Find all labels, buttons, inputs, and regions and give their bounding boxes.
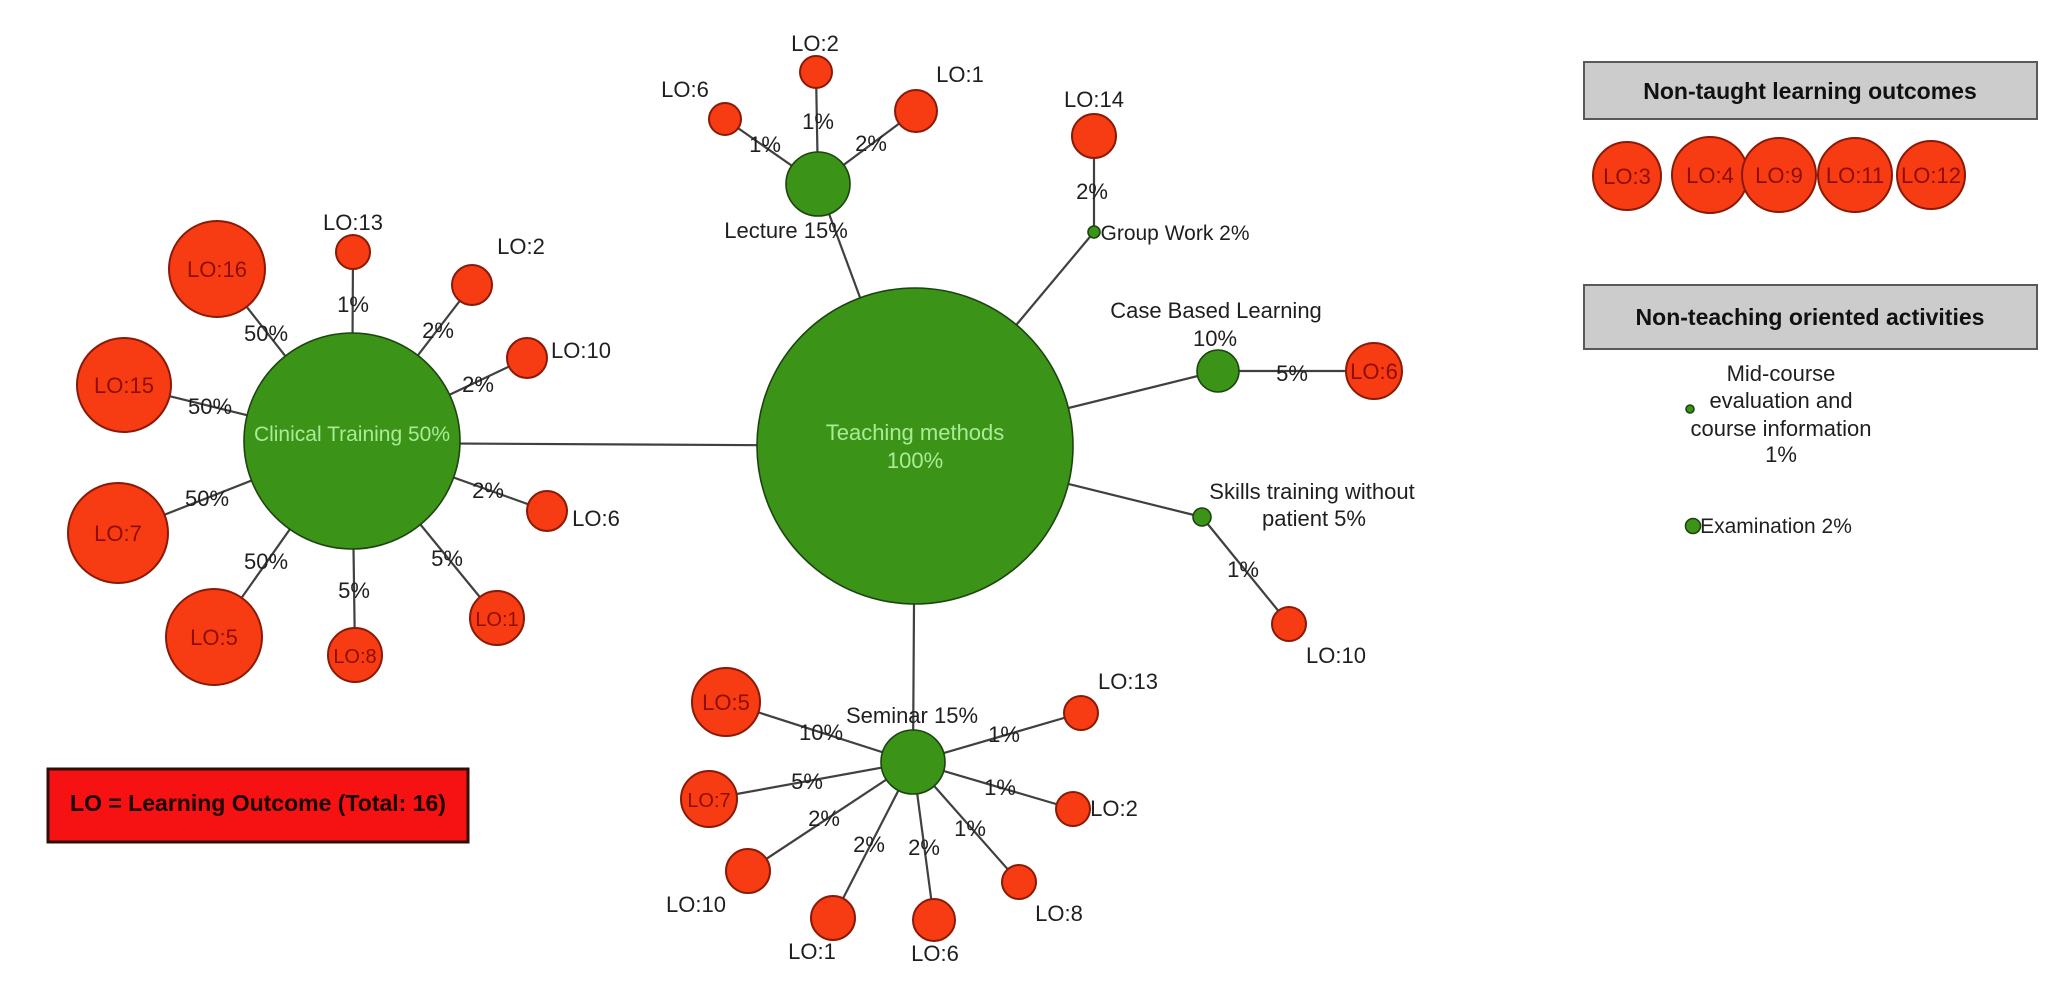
svg-text:50%: 50% [244,549,288,574]
svg-text:Non-taught learning outcomes: Non-taught learning outcomes [1643,78,1977,104]
svg-text:1%: 1% [988,722,1020,747]
svg-text:LO:2: LO:2 [791,31,839,56]
svg-text:LO = Learning Outcome (Total:: LO = Learning Outcome (Total: 16) [70,790,446,816]
svg-text:LO:8: LO:8 [333,646,376,668]
svg-text:1%: 1% [984,775,1016,800]
svg-text:LO:10: LO:10 [1306,643,1366,668]
svg-text:2%: 2% [1076,179,1108,204]
svg-text:LO:10: LO:10 [666,892,726,917]
svg-text:2%: 2% [422,318,454,343]
svg-text:evaluation and: evaluation and [1709,388,1852,413]
svg-text:Teaching methods: Teaching methods [826,420,1005,445]
svg-text:LO:7: LO:7 [94,521,142,546]
svg-text:LO:1: LO:1 [788,939,836,964]
svg-text:LO:11: LO:11 [1826,163,1884,188]
svg-text:Mid-course: Mid-course [1727,361,1836,386]
svg-text:2%: 2% [908,835,940,860]
svg-text:LO:8: LO:8 [1035,901,1083,926]
svg-text:LO:10: LO:10 [551,338,611,363]
svg-text:2%: 2% [855,131,887,156]
svg-text:LO:13: LO:13 [323,210,383,235]
svg-text:LO:2: LO:2 [1090,796,1138,821]
svg-text:50%: 50% [188,394,232,419]
svg-text:LO:15: LO:15 [94,373,154,398]
svg-text:LO:6: LO:6 [572,506,620,531]
svg-text:Group Work 2%: Group Work 2% [1101,222,1250,245]
svg-text:50%: 50% [244,321,288,346]
svg-text:5%: 5% [791,769,823,794]
svg-text:LO:5: LO:5 [702,690,750,715]
svg-text:2%: 2% [808,806,840,831]
svg-text:100%: 100% [887,448,943,473]
svg-text:1%: 1% [337,292,369,317]
svg-text:Non-teaching oriented activiti: Non-teaching oriented activities [1636,304,1985,330]
svg-text:LO:1: LO:1 [475,609,518,631]
svg-text:patient 5%: patient 5% [1262,506,1366,531]
svg-text:50%: 50% [185,486,229,511]
svg-text:1%: 1% [1227,557,1259,582]
svg-text:5%: 5% [338,578,370,603]
svg-text:LO:6: LO:6 [661,77,709,102]
svg-text:Examination 2%: Examination 2% [1700,515,1852,538]
svg-text:Clinical Training 50%: Clinical Training 50% [254,423,450,446]
svg-text:course information: course information [1691,416,1872,441]
svg-text:LO:4: LO:4 [1686,163,1734,188]
svg-text:LO:6: LO:6 [911,941,959,966]
svg-text:LO:3: LO:3 [1603,164,1651,189]
svg-text:LO:9: LO:9 [1755,163,1803,188]
svg-text:LO:2: LO:2 [497,234,545,259]
svg-text:Skills training without: Skills training without [1209,479,1414,504]
svg-text:Seminar 15%: Seminar 15% [846,703,978,728]
svg-text:2%: 2% [472,478,504,503]
svg-text:5%: 5% [1276,361,1308,386]
svg-text:2%: 2% [853,832,885,857]
svg-text:1%: 1% [954,816,986,841]
svg-text:LO:1: LO:1 [936,62,984,87]
svg-text:LO:5: LO:5 [190,625,238,650]
svg-text:LO:16: LO:16 [187,257,247,282]
svg-text:Case Based Learning: Case Based Learning [1110,298,1322,323]
svg-text:LO:7: LO:7 [687,790,730,812]
svg-text:2%: 2% [462,372,494,397]
svg-text:LO:14: LO:14 [1064,87,1124,112]
svg-text:1%: 1% [802,109,834,134]
svg-text:LO:12: LO:12 [1901,163,1961,188]
svg-text:1%: 1% [1765,442,1797,467]
svg-text:5%: 5% [431,546,463,571]
svg-text:LO:6: LO:6 [1350,359,1398,384]
svg-text:1%: 1% [749,132,781,157]
svg-text:LO:13: LO:13 [1098,669,1158,694]
svg-text:Lecture 15%: Lecture 15% [724,218,848,243]
svg-text:10%: 10% [1193,326,1237,351]
svg-text:10%: 10% [799,720,843,745]
